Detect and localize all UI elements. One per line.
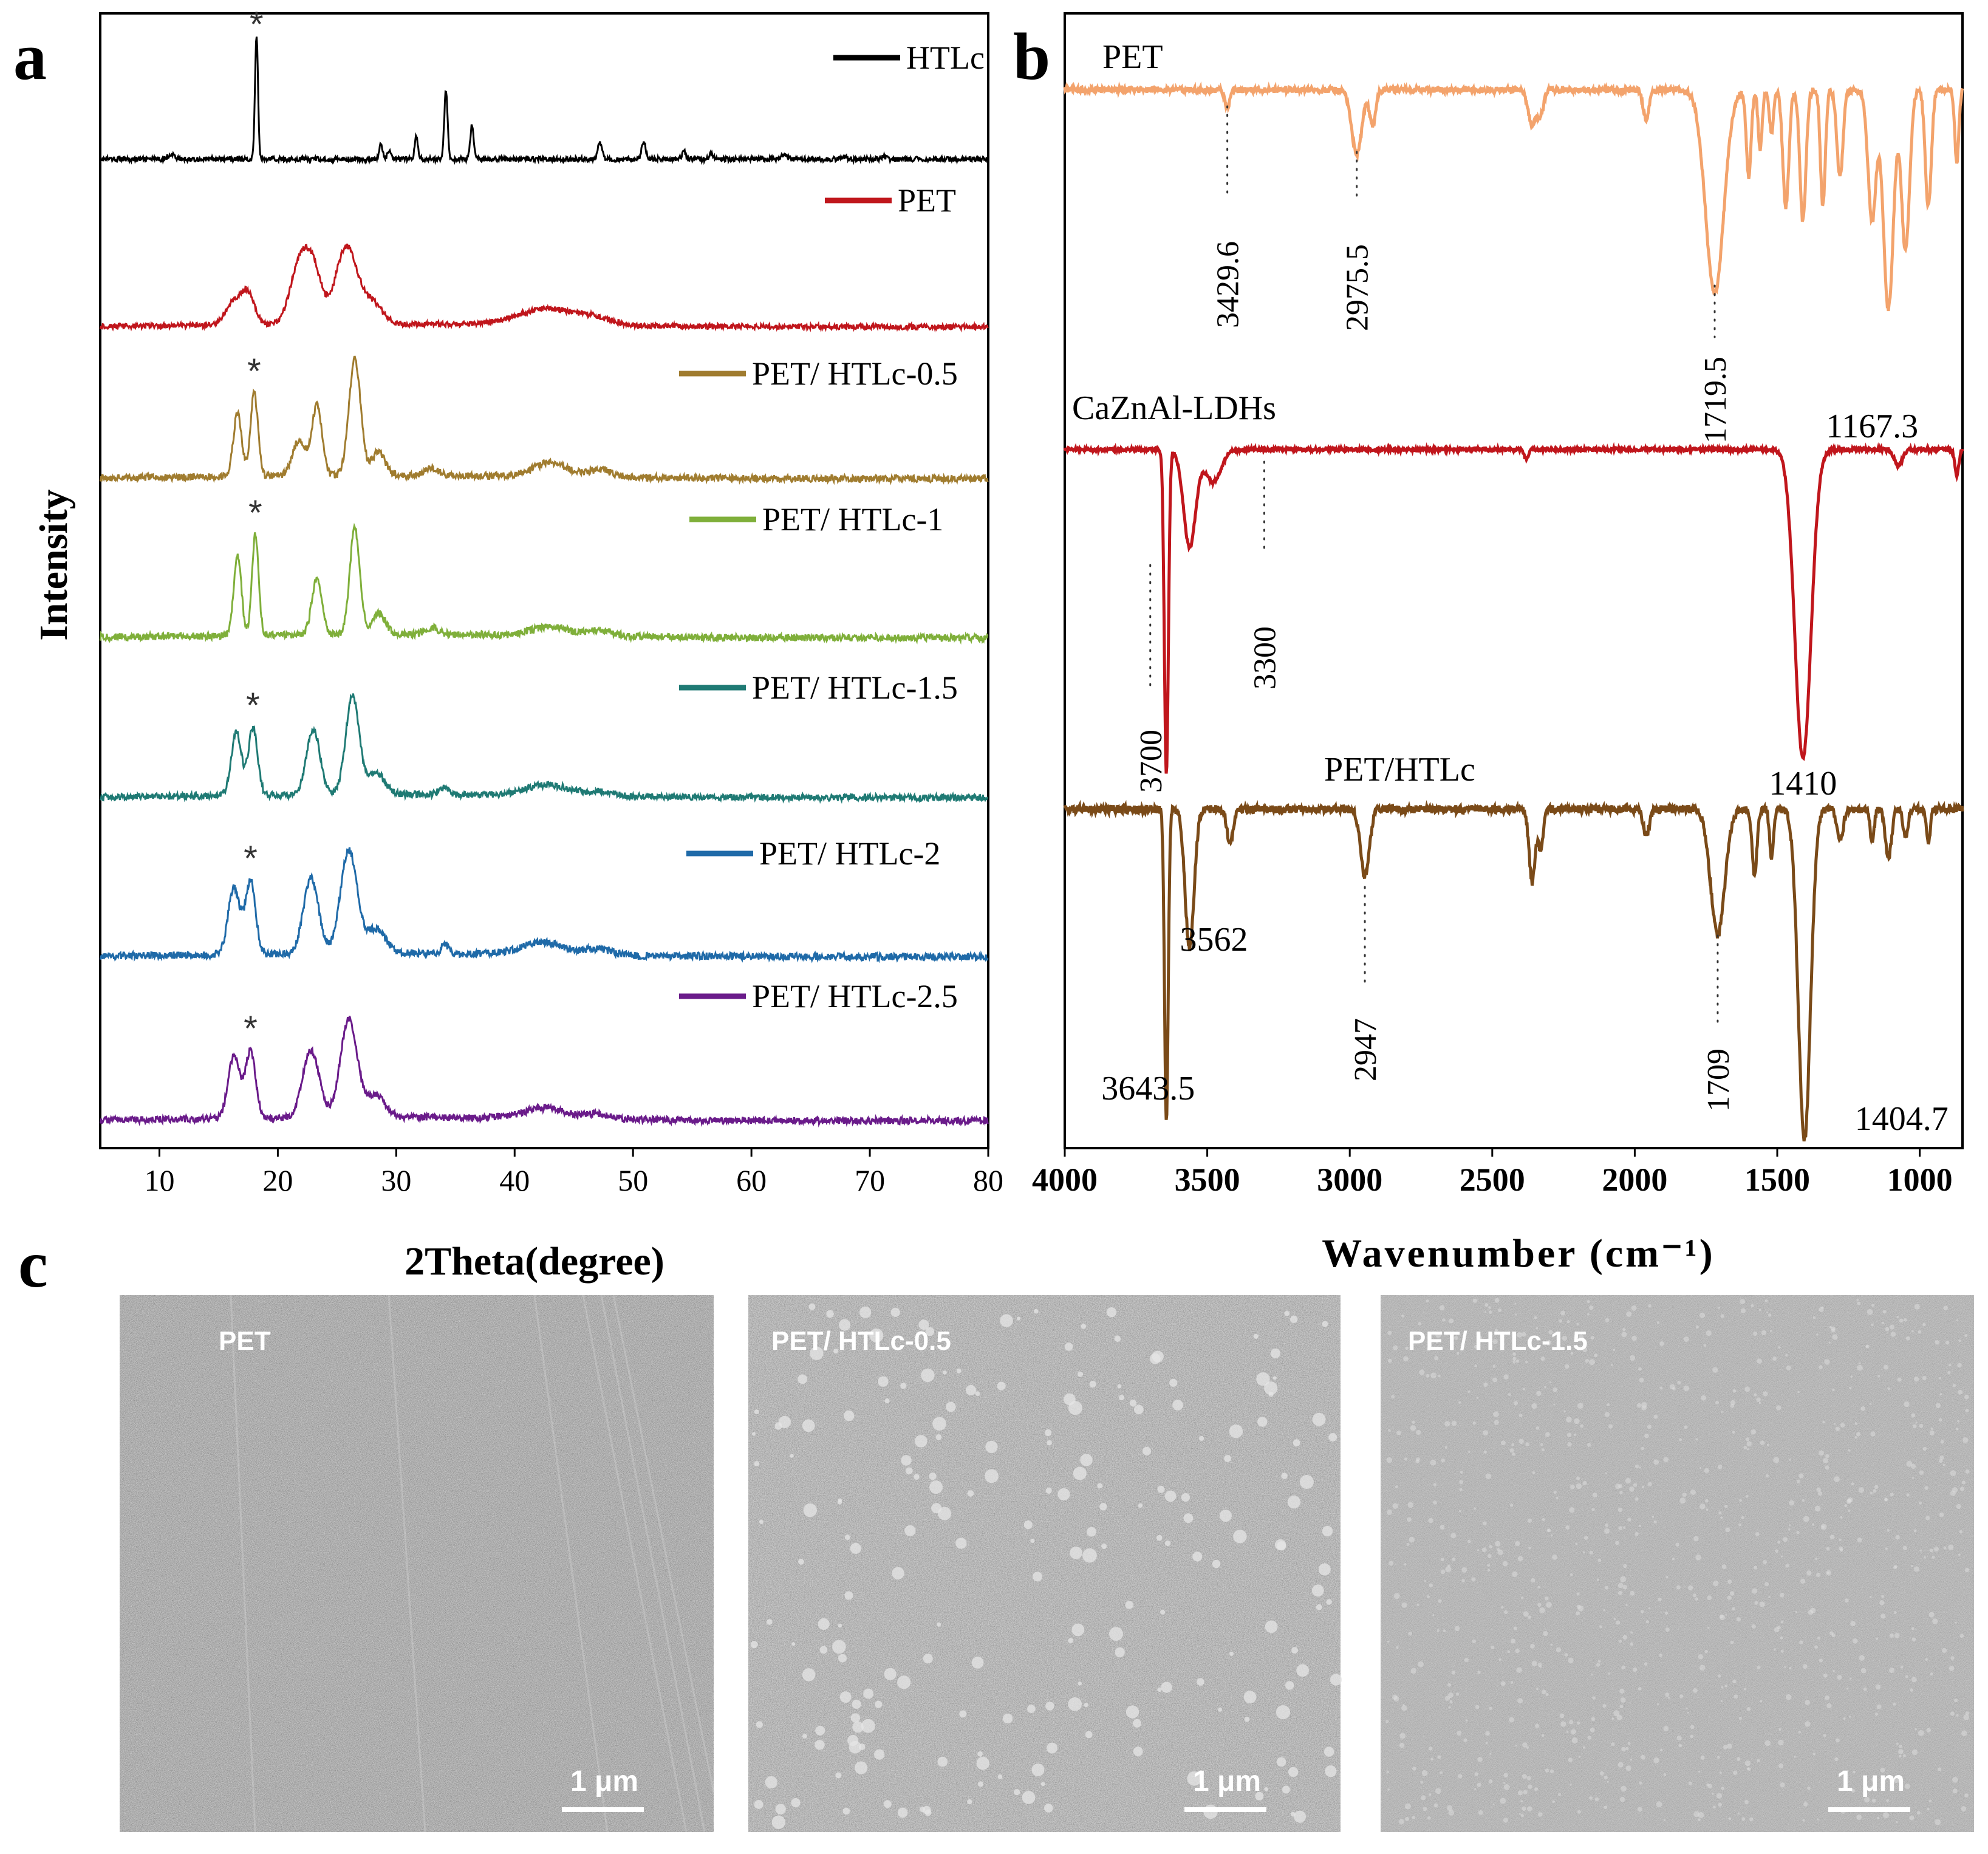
panel-a-frame xyxy=(99,12,989,1149)
xrd-peak-marker: * xyxy=(246,686,260,725)
panel-a-x-ticks: 10 20 30 40 50 60 70 80 xyxy=(144,1148,1003,1197)
x-tick-label: 1000 xyxy=(1887,1161,1953,1198)
annotation-label: 2947 xyxy=(1348,1018,1383,1081)
panel-b-series-label-pet: PET xyxy=(1102,38,1163,76)
x-tick-label: 40 xyxy=(499,1163,530,1197)
annotation-label: 1719.5 xyxy=(1698,357,1733,443)
xrd-peak-marker: * xyxy=(244,839,258,878)
xrd-peak-marker: * xyxy=(248,493,262,533)
legend-label: PET/ HTLc-0.5 xyxy=(752,355,958,392)
annotation-label: 3562 xyxy=(1180,921,1248,959)
panel-b-series-group xyxy=(1063,81,1964,1141)
legend-label: PET/ HTLc-1.5 xyxy=(752,669,958,706)
x-tick-label: 2500 xyxy=(1460,1161,1525,1198)
xrd-series-line xyxy=(99,36,989,165)
x-tick-label: 50 xyxy=(618,1163,648,1197)
legend-label: PET/ HTLc-2.5 xyxy=(752,978,958,1014)
xrd-series-line xyxy=(99,522,989,645)
x-tick-label: 80 xyxy=(973,1163,1003,1197)
xrd-peak-marker: * xyxy=(250,5,264,44)
x-tick-label: 70 xyxy=(855,1163,885,1197)
sem-image-pet-htlc-0-5: PET/ HTLc-0.5 1 μm xyxy=(748,1295,1342,1832)
x-tick-label: 4000 xyxy=(1032,1161,1098,1198)
scale-bar xyxy=(1828,1807,1910,1812)
panel-letter-c: c xyxy=(18,1227,48,1301)
panel-b-x-axis-title: Wavenumber (cm⁻¹) xyxy=(1322,1231,1715,1276)
sem-particles xyxy=(750,1303,1342,1829)
panel-b-frame xyxy=(1064,12,1964,1149)
xrd-series-line xyxy=(99,693,988,804)
legend-label: HTLc xyxy=(906,39,985,76)
sem-image-label: PET xyxy=(219,1326,271,1356)
panel-b-series-label-cazna-ldhs: CaZnAl-LDHs xyxy=(1072,389,1276,427)
legend-label: PET xyxy=(898,182,956,219)
xrd-peak-marker: * xyxy=(247,352,261,391)
scale-bar-label: 1 μm xyxy=(1837,1765,1905,1798)
x-tick-label: 20 xyxy=(262,1163,293,1197)
panel-letter-b: b xyxy=(1013,19,1050,94)
annotation-label: 2975.5 xyxy=(1341,244,1375,331)
panel-letter-a: a xyxy=(13,19,47,94)
panel-b-series-label-pet-htlc: PET/HTLc xyxy=(1324,751,1475,788)
panel-b-annotations: 3429.6 2975.5 1719.5 1167.3 3700 3300 1410 3562… xyxy=(1101,105,1949,1138)
annotation-label: 1167.3 xyxy=(1826,408,1918,445)
x-tick-label: 3500 xyxy=(1175,1161,1240,1198)
panel-a-x-axis-title: 2Theta(degree) xyxy=(405,1239,664,1284)
sem-image-label: PET/ HTLc-0.5 xyxy=(771,1326,951,1356)
sem-image-pet: PET 1 μm xyxy=(120,1295,715,1833)
x-tick-label: 3000 xyxy=(1317,1161,1382,1198)
x-tick-label: 10 xyxy=(144,1163,174,1197)
annotation-label: 3643.5 xyxy=(1101,1070,1195,1107)
xrd-series-line xyxy=(99,355,989,485)
legend-label: PET/ HTLc-2 xyxy=(759,835,940,872)
scale-bar-label: 1 μm xyxy=(1193,1765,1261,1798)
annotation-label: 1709 xyxy=(1701,1048,1736,1112)
x-tick-label: 2000 xyxy=(1602,1161,1667,1198)
annotation-label: 3700 xyxy=(1134,730,1169,793)
xrd-series-line xyxy=(99,244,989,333)
sem-particles xyxy=(1385,1298,1970,1825)
xrd-series-line xyxy=(99,847,989,963)
x-tick-label: 60 xyxy=(736,1163,767,1197)
panel-a-xrd-chart: * * * * * * HTLc PET PET/ HTLc-0.5 PET/ HTLc-1 PE… xyxy=(32,5,1003,1284)
panel-c-sem-images: PET 1 μm PET/ HTLc-0.5 1 μm PET/ HTLc-1.… xyxy=(120,1295,1974,1833)
scale-bar xyxy=(562,1807,644,1812)
annotation-label: 3429.6 xyxy=(1211,241,1246,328)
x-tick-label: 30 xyxy=(381,1163,411,1197)
panel-a-y-axis-title: Intensity xyxy=(32,489,76,640)
scale-bar-label: 1 μm xyxy=(570,1765,638,1798)
panel-a-legend: HTLc PET PET/ HTLc-0.5 PET/ HTLc-1 PET/ HTLc… xyxy=(679,39,985,1014)
ftir-series-line xyxy=(1063,81,1964,312)
annotation-label: 1410 xyxy=(1769,765,1837,802)
sem-image-pet-htlc-1-5: PET/ HTLc-1.5 1 μm xyxy=(1381,1295,1974,1832)
panel-b-ftir-chart: 3429.6 2975.5 1719.5 1167.3 3700 3300 1410 3562… xyxy=(1032,12,1964,1276)
annotation-label: 3300 xyxy=(1248,626,1282,689)
xrd-series-line xyxy=(99,1015,989,1128)
sem-image-label: PET/ HTLc-1.5 xyxy=(1408,1326,1588,1356)
legend-label: PET/ HTLc-1 xyxy=(762,501,943,538)
annotation-label: 1404.7 xyxy=(1855,1100,1949,1138)
xrd-peak-marker: * xyxy=(244,1009,258,1048)
ftir-series-line xyxy=(1063,442,1964,774)
scale-bar xyxy=(1184,1807,1266,1812)
x-tick-label: 1500 xyxy=(1744,1161,1810,1198)
panel-a-series-group: * * * * * * xyxy=(99,5,989,1128)
ftir-series-line xyxy=(1063,799,1964,1141)
panel-b-x-ticks: 4000 3500 3000 2500 2000 1500 1000 xyxy=(1032,1148,1953,1198)
